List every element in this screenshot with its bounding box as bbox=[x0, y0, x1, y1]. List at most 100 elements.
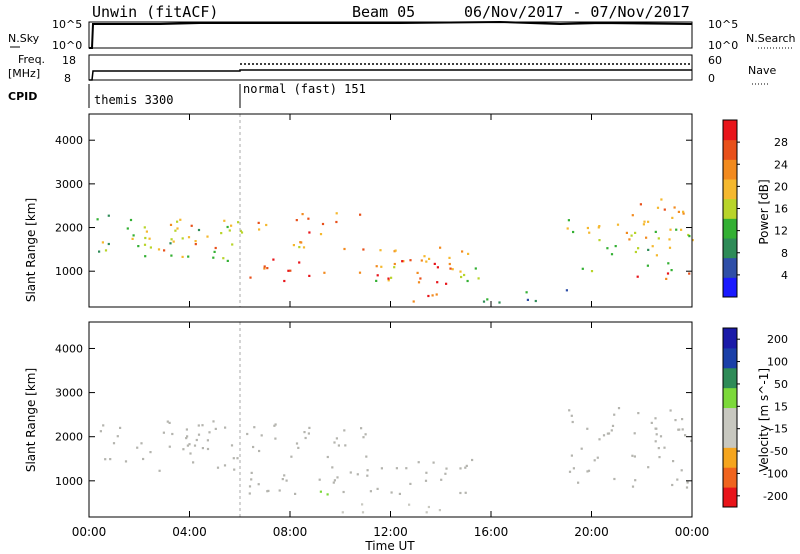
velocity-cell bbox=[349, 471, 352, 474]
power-cell bbox=[323, 271, 326, 274]
nave-tick-hi: 60 bbox=[708, 54, 722, 67]
velocity-cell bbox=[596, 456, 599, 459]
x-tick-label: 04:00 bbox=[172, 525, 207, 539]
power-cell bbox=[257, 221, 260, 224]
power-cell bbox=[222, 257, 225, 260]
velocity-cell bbox=[417, 461, 420, 464]
power-cell bbox=[565, 289, 568, 292]
velocity-cell bbox=[182, 448, 185, 451]
velocity-cell bbox=[212, 420, 215, 423]
power-cell bbox=[390, 276, 393, 279]
power-cell bbox=[486, 298, 489, 301]
velocity-cell bbox=[250, 471, 253, 474]
velocity-colorbar-segment bbox=[723, 347, 737, 369]
nsky-tick-hi: 10^5 bbox=[52, 18, 82, 31]
freq-line bbox=[89, 69, 692, 81]
velocity-cell bbox=[102, 424, 105, 427]
power-cell bbox=[170, 238, 173, 241]
velocity-colorbar-tick: -200 bbox=[763, 490, 788, 503]
nsearch-tick-lo: 10^0 bbox=[708, 39, 738, 52]
velocity-cell bbox=[248, 485, 252, 488]
velocity-cell bbox=[365, 455, 368, 458]
power-cell bbox=[566, 227, 569, 230]
power-colorbar-tick: 16 bbox=[774, 203, 788, 216]
power-cell bbox=[137, 245, 140, 248]
nave-label: Nave bbox=[748, 64, 776, 77]
power-colorbar-tick: 12 bbox=[774, 225, 788, 238]
power-cell bbox=[586, 226, 589, 230]
velocity-cell bbox=[570, 454, 573, 457]
velocity-cell bbox=[224, 426, 227, 429]
power-cell bbox=[477, 277, 480, 280]
power-cell bbox=[126, 227, 129, 230]
power-cell bbox=[98, 250, 101, 253]
power-cell bbox=[669, 228, 672, 231]
power-cell bbox=[226, 225, 229, 229]
power-y-tick-label: 4000 bbox=[55, 134, 83, 147]
velocity-cell bbox=[684, 434, 687, 437]
power-cell bbox=[628, 238, 631, 241]
x-tick-label: 00:00 bbox=[675, 525, 710, 539]
velocity-cell bbox=[214, 427, 217, 430]
power-cell bbox=[625, 231, 628, 234]
velocity-cell bbox=[580, 447, 583, 450]
power-cell bbox=[606, 247, 609, 250]
power-cell bbox=[206, 235, 209, 238]
station-title: Unwin (fitACF) bbox=[92, 3, 218, 21]
power-cell bbox=[657, 237, 660, 240]
velocity-cell bbox=[136, 446, 139, 449]
power-cell bbox=[362, 248, 365, 251]
velocity-cell bbox=[308, 426, 311, 429]
velocity-cell bbox=[281, 478, 284, 481]
power-cell bbox=[439, 246, 442, 249]
power-cell bbox=[416, 271, 419, 274]
velocity-cell bbox=[631, 454, 634, 457]
velocity-cell bbox=[577, 481, 580, 484]
power-cell bbox=[144, 236, 147, 240]
velocity-cell bbox=[333, 441, 336, 444]
velocity-cell bbox=[570, 414, 573, 417]
velocity-cell bbox=[168, 421, 171, 424]
velocity-cell bbox=[568, 470, 572, 473]
power-cell bbox=[431, 294, 434, 297]
velocity-cell bbox=[140, 442, 143, 445]
velocity-cell bbox=[425, 511, 428, 514]
power-cell bbox=[616, 223, 620, 226]
power-cell bbox=[174, 229, 177, 232]
velocity-cell bbox=[318, 478, 321, 481]
velocity-cell bbox=[610, 429, 613, 432]
velocity-cell bbox=[186, 444, 189, 447]
power-cell bbox=[419, 277, 422, 280]
power-cell bbox=[272, 258, 275, 261]
velocity-cell bbox=[285, 479, 288, 482]
x-tick-label: 12:00 bbox=[373, 525, 408, 539]
velocity-colorbar-tick: 200 bbox=[767, 333, 788, 346]
velocity-cell bbox=[193, 444, 197, 447]
power-cell bbox=[213, 250, 216, 253]
power-cell bbox=[129, 218, 133, 222]
freq-label: Freq. bbox=[18, 53, 45, 66]
power-cell bbox=[526, 298, 529, 301]
power-cell bbox=[149, 246, 152, 249]
freq-panel: Freq. [MHz] 18 8 60 0 Nave bbox=[8, 53, 776, 85]
velocity-cell bbox=[257, 483, 260, 486]
power-cell bbox=[144, 255, 147, 258]
velocity-cell bbox=[617, 407, 621, 410]
power-cell bbox=[343, 247, 346, 251]
power-cell bbox=[283, 279, 286, 283]
power-cell bbox=[402, 260, 405, 263]
power-cell bbox=[176, 227, 179, 230]
velocity-cell bbox=[185, 428, 188, 431]
velocity-cell bbox=[586, 470, 589, 473]
power-cell bbox=[101, 241, 104, 244]
power-cell bbox=[376, 274, 379, 277]
velocity-cell bbox=[158, 469, 161, 472]
power-cell bbox=[190, 224, 193, 227]
power-cell bbox=[449, 267, 452, 270]
x-axis-label: Time UT bbox=[364, 539, 415, 553]
power-cell bbox=[258, 228, 261, 231]
power-cell bbox=[132, 234, 135, 237]
velocity-cell bbox=[149, 451, 152, 454]
x-axis-ticks: 00:00 04:00 08:00 12:00 16:00 20:00 00:00 bbox=[72, 114, 710, 539]
power-cell bbox=[448, 262, 451, 266]
